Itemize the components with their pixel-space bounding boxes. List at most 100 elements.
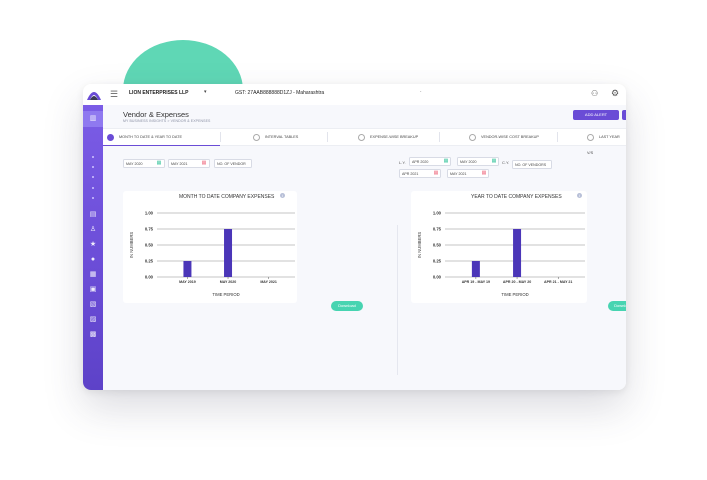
x-axis-label: TIME PERIOD (212, 292, 239, 297)
sidebar-subitem-dot[interactable] (92, 166, 94, 168)
y-tick-label: 0.00 (145, 275, 154, 280)
ytd-chart-title: YEAR TO DATE COMPANY EXPENSES (471, 194, 562, 200)
mtd-to-date[interactable]: MAY 2021 (168, 159, 210, 168)
tab-label: INTERVAL TABLES (265, 135, 299, 139)
calendar-icon[interactable]: ▦ (156, 160, 162, 166)
calendar-icon[interactable]: ▦ (481, 170, 487, 176)
tab-interval-tables[interactable]: INTERVAL TABLES (253, 129, 298, 145)
tab-label: VENDOR-WISE COST BREAKUP (481, 135, 539, 139)
app-window: ☰ LION ENTERPRISES LLP ▾ GST: 27AAB88888… (83, 84, 626, 390)
tab-expense-wise[interactable]: EXPENSE-WISE BREAKUP (358, 129, 418, 145)
tab-divider (220, 132, 221, 142)
top-bar: ☰ LION ENTERPRISES LLP ▾ GST: 27AAB88888… (83, 84, 626, 106)
page-title: Vendor & Expenses (123, 110, 189, 119)
main-content: Vendor & Expenses MY BUSINESS INSIGHTS >… (103, 105, 626, 390)
mtd-chart-card: MONTH TO DATE COMPANY EXPENSES i 0.00 0.2… (123, 191, 297, 303)
mtd-download-button[interactable]: Download (331, 301, 363, 311)
ytd-chart-card: YEAR TO DATE COMPANY EXPENSES i 0.00 0.25… (411, 191, 587, 303)
radio-icon (358, 133, 365, 141)
bar (183, 261, 192, 277)
breadcrumb: MY BUSINESS INSIGHTS > VENDOR & EXPENSES (123, 119, 211, 123)
info-icon[interactable]: i (280, 193, 285, 198)
radio-icon (469, 133, 476, 141)
mtd-metric-select[interactable]: NO. OF VENDOR (214, 159, 252, 168)
gst-dropdown-icon[interactable]: · (420, 89, 422, 95)
bar (513, 229, 522, 277)
y-tick-label: 0.00 (433, 275, 442, 280)
tab-divider (557, 132, 558, 142)
gear-icon[interactable]: ⚙ (611, 88, 620, 98)
radio-icon (587, 133, 594, 141)
sidebar: ▥ ▤ ♙ ★ ● ▦ ▣ ▧ ▨ ▩ (83, 105, 103, 390)
bar (224, 229, 233, 277)
ly-from-date[interactable]: APR 2020 (409, 157, 451, 166)
calendar-icon[interactable]: ▦ (433, 170, 439, 176)
calendar-icon[interactable]: ▦ (443, 158, 449, 164)
gst-number: GST: 27AAB888888D1ZJ - Maharashtra (235, 90, 325, 96)
calendar-icon[interactable]: ▦ (491, 158, 497, 164)
info-icon[interactable]: i (577, 193, 582, 198)
sidebar-item-table-icon[interactable]: ▩ (89, 331, 97, 338)
sidebar-subitem-dot[interactable] (92, 176, 94, 178)
radio-icon (253, 133, 260, 141)
company-name[interactable]: LION ENTERPRISES LLP (129, 90, 189, 96)
add-alert-button[interactable]: ADD ALERT (573, 110, 619, 120)
x-tick-label: APR 21 - MAY 21 (544, 280, 572, 284)
sidebar-item-insights-icon[interactable]: ▥ (89, 115, 97, 122)
x-tick-label: MAY 2020 (220, 280, 237, 284)
bar (471, 261, 480, 277)
mtd-bar-chart: 0.00 0.25 0.50 0.75 1.00 MAY 2019 MAY 2020 MAY … (129, 211, 295, 297)
sidebar-subitem-dot[interactable] (92, 187, 94, 189)
sidebar-item-document-icon[interactable]: ▤ (89, 211, 97, 218)
y-tick-label: 1.00 (433, 211, 442, 216)
menu-icon[interactable]: ☰ (110, 89, 119, 99)
y-tick-label: 0.25 (145, 259, 154, 264)
tab-vendor-wise[interactable]: VENDOR-WISE COST BREAKUP (469, 129, 539, 145)
y-tick-label: 0.50 (433, 243, 442, 248)
sidebar-item-calendar-icon[interactable]: ▨ (89, 316, 97, 323)
tab-label: LAST YEAR V/S (587, 135, 620, 155)
y-axis-label: IN NUMBERS (417, 232, 422, 258)
tab-label: EXPENSE-WISE BREAKUP (370, 135, 419, 139)
y-tick-label: 0.50 (145, 243, 154, 248)
y-tick-label: 0.75 (433, 227, 442, 232)
x-tick-label: APR 20 - MAY 20 (503, 280, 531, 284)
sidebar-item-user-icon[interactable]: ● (90, 256, 96, 263)
sidebar-item-bank-icon[interactable]: ♙ (89, 226, 97, 233)
app-logo (87, 92, 101, 100)
mtd-chart-title: MONTH TO DATE COMPANY EXPENSES (179, 194, 275, 200)
sidebar-item-folder-icon[interactable]: ▧ (89, 301, 97, 308)
ly-to-date[interactable]: MAY 2020 (457, 157, 499, 166)
y-tick-label: 1.00 (145, 211, 154, 216)
tab-active-underline (103, 144, 220, 146)
calendar-icon[interactable]: ▦ (201, 160, 207, 166)
sidebar-item-star-icon[interactable]: ★ (89, 241, 97, 248)
tab-month-to-date[interactable]: MONTH TO DATE & YEAR TO DATE (107, 129, 182, 145)
cy-from-date[interactable]: APR 2021 (399, 169, 441, 178)
more-button[interactable] (622, 110, 626, 120)
tab-divider (439, 132, 440, 142)
radio-selected-icon (107, 133, 114, 141)
mtd-from-date[interactable]: MAY 2020 (123, 159, 165, 168)
x-tick-label: MAY 2019 (179, 280, 196, 284)
company-dropdown-icon[interactable]: ▾ (204, 89, 207, 95)
ytd-metric-select[interactable]: NO. OF VENDORS (512, 160, 552, 169)
tab-last-year[interactable]: LAST YEAR V/S (587, 129, 626, 155)
ly-label: L.Y. (399, 160, 406, 165)
users-icon[interactable]: ⚇ (591, 89, 599, 98)
tab-label: MONTH TO DATE & YEAR TO DATE (119, 135, 183, 139)
tab-bar: MONTH TO DATE & YEAR TO DATE INTERVAL TA… (103, 128, 626, 155)
sidebar-item-report-icon[interactable]: ▦ (89, 271, 97, 278)
sidebar-item-files-icon[interactable]: ▣ (89, 286, 97, 293)
sidebar-active-highlight (83, 111, 103, 127)
tab-divider (327, 132, 328, 142)
sidebar-subitem-dot[interactable] (92, 156, 94, 158)
sidebar-subitem-dot[interactable] (92, 197, 94, 199)
cy-to-date[interactable]: MAY 2021 (447, 169, 489, 178)
ytd-download-button[interactable]: Download (608, 301, 626, 311)
y-axis-label: IN NUMBERS (129, 232, 134, 258)
cy-label: C.Y. (502, 160, 510, 165)
y-tick-label: 0.75 (145, 227, 154, 232)
ytd-bar-chart: 0.00 0.25 0.50 0.75 1.00 APR 19 - MAY 19 APR 2… (417, 211, 585, 297)
y-tick-label: 0.25 (433, 259, 442, 264)
